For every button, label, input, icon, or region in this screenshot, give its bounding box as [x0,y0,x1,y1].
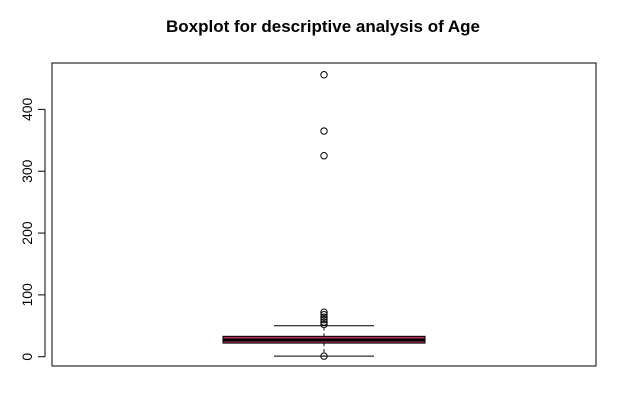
outlier-point [320,127,328,135]
y-tick-label: 300 [19,159,35,183]
outlier-point [320,308,328,316]
boxplot-group [222,71,426,360]
y-tick-label: 400 [19,97,35,121]
outlier-point [320,320,328,329]
outlier-point [320,310,328,319]
y-tick-label: 100 [19,283,35,307]
y-tick-label: 200 [19,221,35,245]
outlier-point [320,152,328,160]
outlier-point [320,313,328,321]
outlier-point [320,315,328,324]
outlier-point [320,352,328,360]
plot-frame [51,62,597,367]
y-axis: 0 100 200 300 400 [19,97,46,361]
y-tick-label: 0 [19,353,35,361]
outlier-point [320,318,328,326]
chart-title: Boxplot for descriptive analysis of Age [166,17,480,36]
outlier-point [320,71,328,79]
